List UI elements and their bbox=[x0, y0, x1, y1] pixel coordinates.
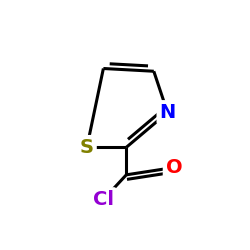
Text: O: O bbox=[166, 158, 182, 177]
Text: N: N bbox=[160, 103, 176, 122]
Text: Cl: Cl bbox=[93, 190, 114, 209]
Text: S: S bbox=[80, 138, 94, 157]
